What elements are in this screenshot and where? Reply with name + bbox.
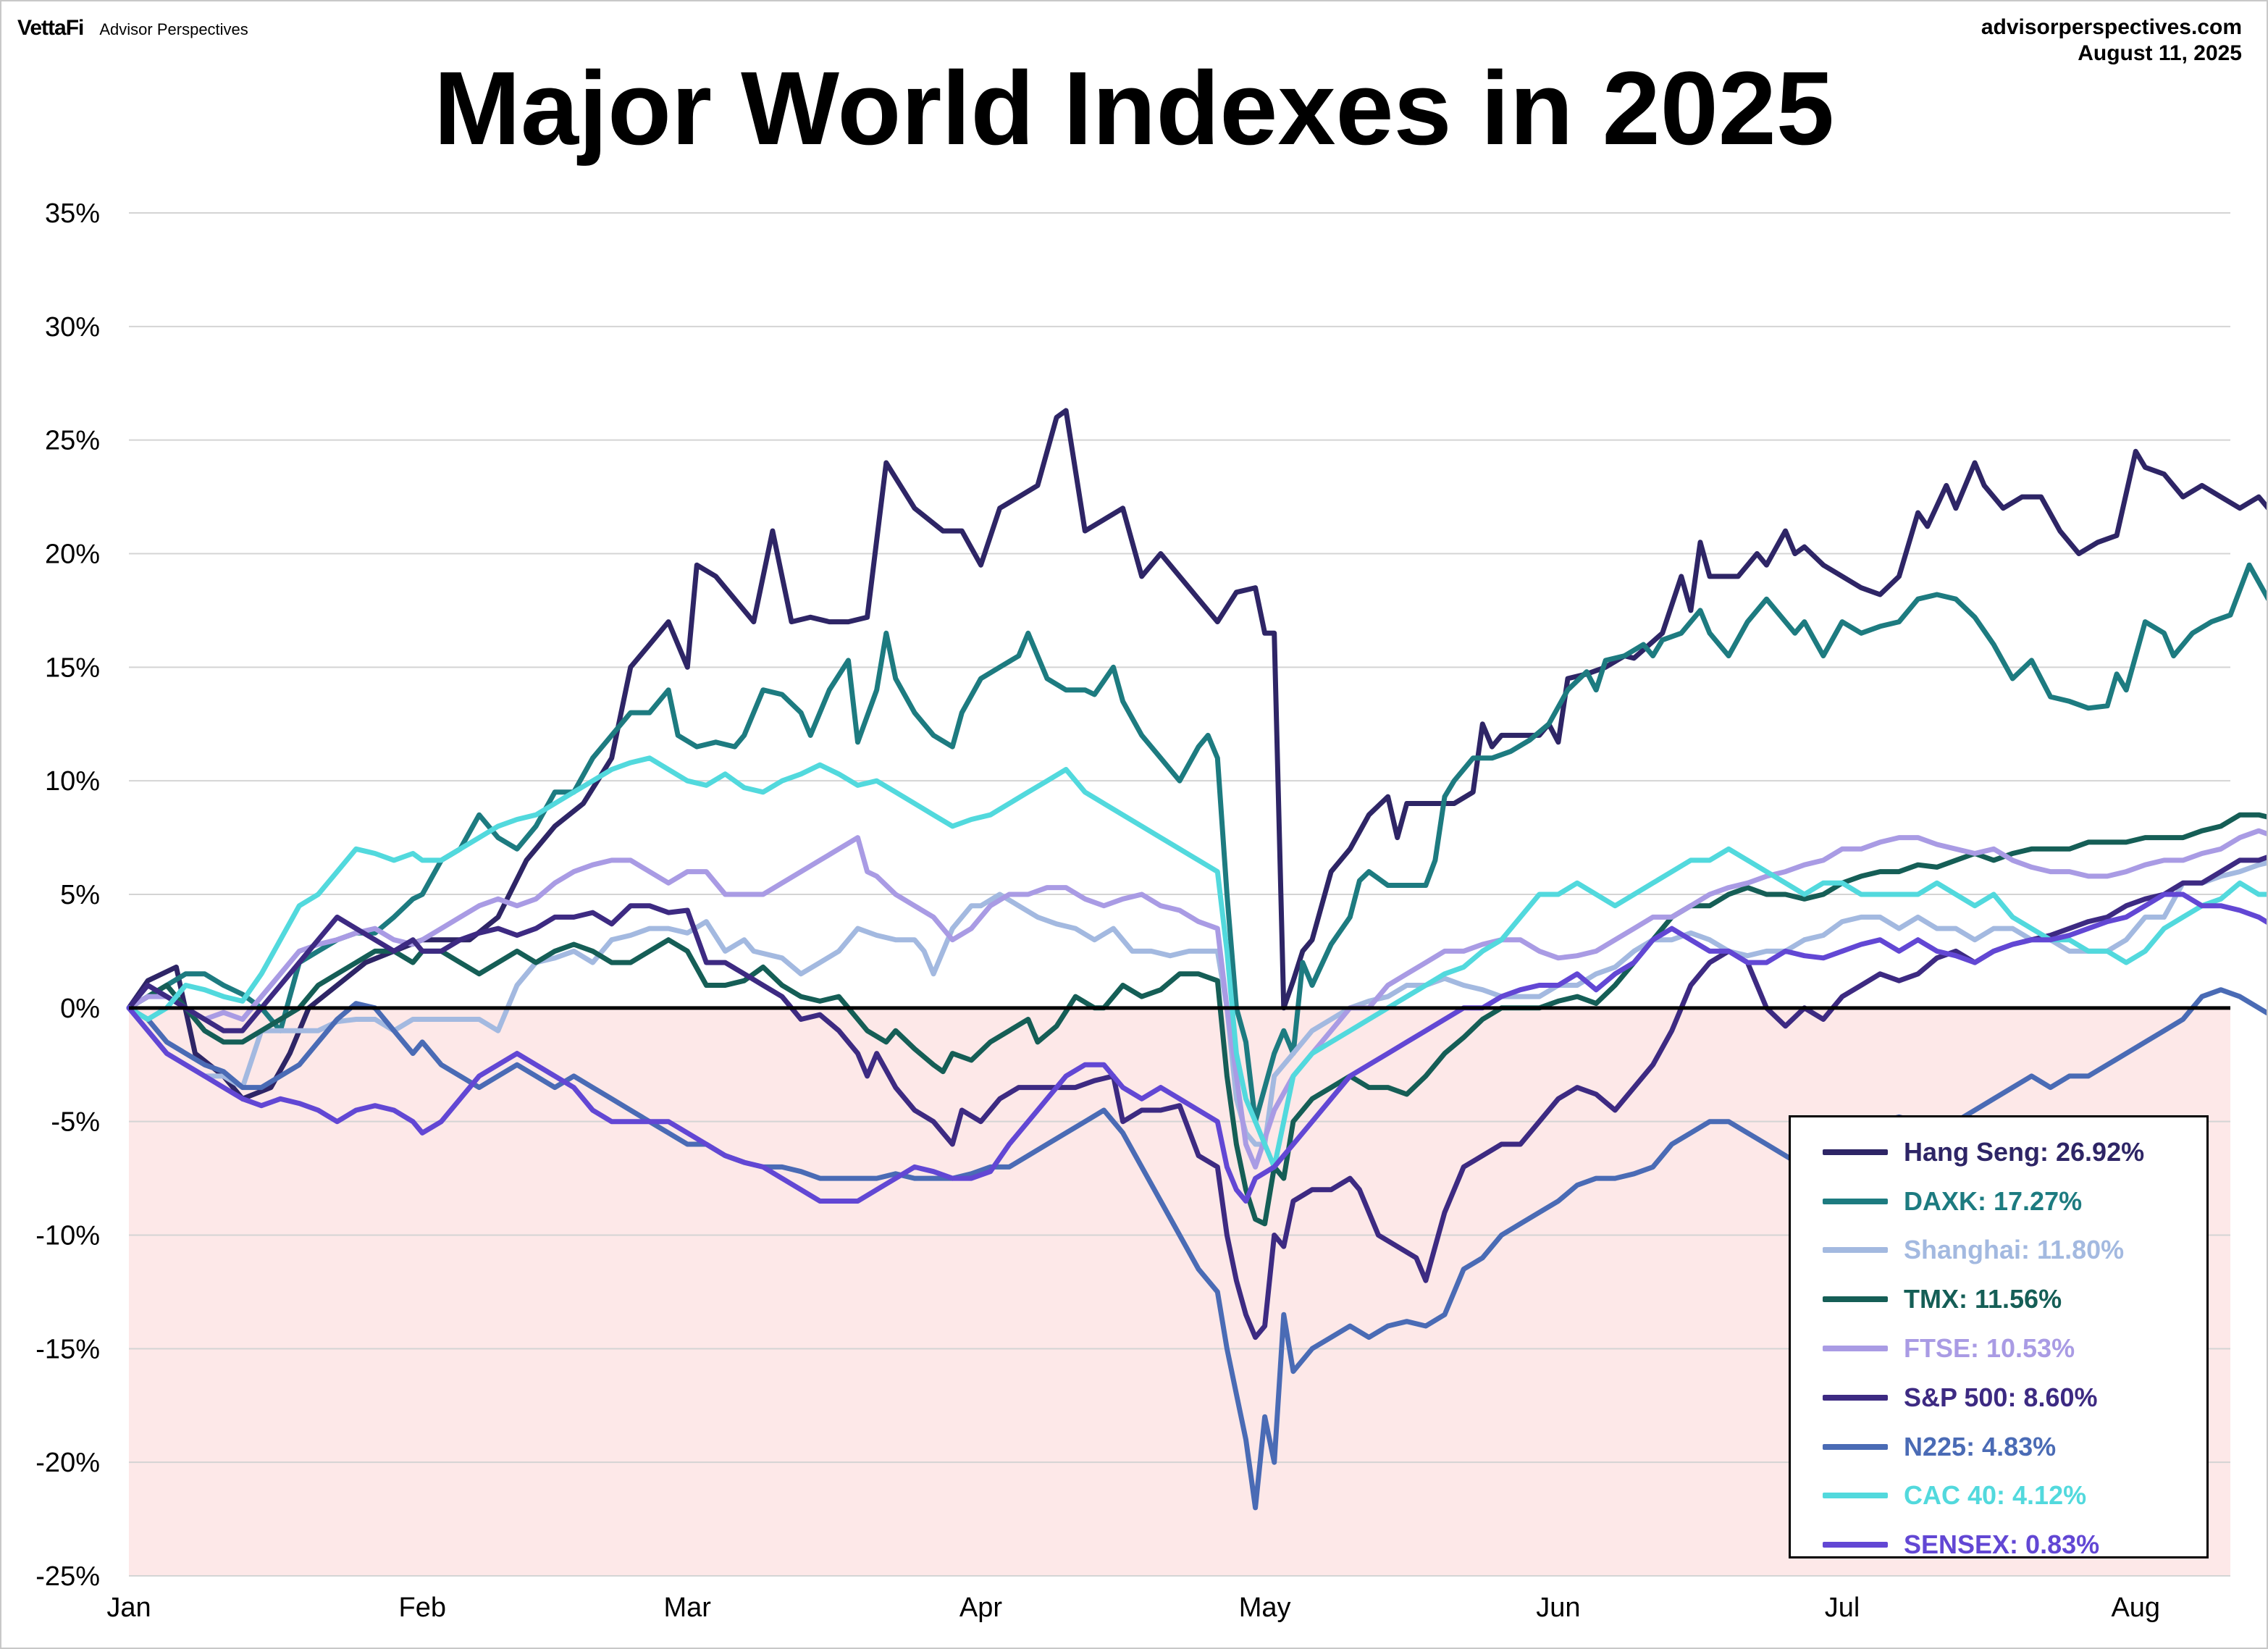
x-tick-label: Jan [106, 1593, 151, 1623]
legend-item: CAC 40: 4.12% [1823, 1472, 2206, 1521]
y-tick-label: 35% [45, 198, 100, 229]
legend-swatch [1823, 1394, 1888, 1401]
legend-label: FTSE: 10.53% [1904, 1333, 2075, 1364]
legend-label: N225: 4.83% [1904, 1431, 2057, 1461]
legend: Hang Seng: 26.92% DAXK: 17.27% Shanghai: 1… [1789, 1115, 2209, 1559]
x-tick-label: May [1239, 1593, 1291, 1623]
brand-name: Advisor Perspectives [99, 20, 248, 38]
y-tick-label: 30% [45, 312, 100, 343]
legend-swatch [1823, 1346, 1888, 1352]
legend-label: Shanghai: 11.80% [1904, 1235, 2125, 1265]
legend-label: S&P 500: 8.60% [1904, 1382, 2098, 1412]
legend-swatch [1823, 1149, 1888, 1155]
y-tick-label: 10% [45, 766, 100, 797]
legend-label: TMX: 11.56% [1904, 1284, 2062, 1314]
series-line-n225 [126, 987, 2268, 1511]
series-line-hang-seng [126, 408, 2268, 1102]
brand: VettaFi Advisor Perspectives [17, 16, 248, 41]
legend-swatch [1823, 1296, 1888, 1303]
legend-swatch [1823, 1443, 1888, 1450]
x-tick-label: Feb [398, 1593, 445, 1623]
legend-item: N225: 4.83% [1823, 1422, 2206, 1472]
legend-item: FTSE: 10.53% [1823, 1324, 2206, 1373]
legend-item: DAXK: 17.27% [1823, 1177, 2206, 1226]
y-tick-label: 0% [60, 994, 100, 1024]
y-tick-label: 5% [60, 880, 100, 910]
chart-title: Major World Indexes in 2025 [434, 50, 1834, 167]
y-tick-label: -20% [35, 1448, 100, 1478]
y-tick-label: 15% [45, 653, 100, 683]
vettafi-logo: VettaFi [17, 16, 84, 40]
y-tick-label: -15% [35, 1334, 100, 1364]
series-line-daxk [126, 562, 2268, 1125]
legend-swatch [1823, 1493, 1888, 1499]
legend-item: TMX: 11.56% [1823, 1275, 2206, 1324]
legend-swatch [1823, 1542, 1888, 1548]
series-line-ftse [126, 828, 2268, 1170]
series-line-sensex [126, 891, 2268, 1204]
legend-item: SENSEX: 0.83% [1823, 1520, 2206, 1569]
y-tick-label: -10% [35, 1221, 100, 1251]
series-line-tmx [126, 812, 2268, 1227]
legend-label: CAC 40: 4.12% [1904, 1480, 2087, 1511]
x-tick-label: Jul [1825, 1593, 1860, 1623]
legend-swatch [1823, 1247, 1888, 1254]
y-tick-label: 25% [45, 426, 100, 456]
y-tick-label: -25% [35, 1561, 100, 1592]
series-line-cac-40 [126, 755, 2268, 1170]
x-tick-label: Apr [959, 1593, 1002, 1623]
legend-label: DAXK: 17.27% [1904, 1186, 2083, 1216]
legend-swatch [1823, 1198, 1888, 1204]
y-tick-label: 20% [45, 540, 100, 570]
legend-label: SENSEX: 0.83% [1904, 1530, 2100, 1560]
legend-item: Shanghai: 11.80% [1823, 1226, 2206, 1275]
x-tick-label: Aug [2111, 1593, 2160, 1623]
legend-item: S&P 500: 8.60% [1823, 1373, 2206, 1422]
legend-label: Hang Seng: 26.92% [1904, 1136, 2145, 1167]
source-date: August 11, 2025 [2078, 41, 2242, 65]
legend-item: Hang Seng: 26.92% [1823, 1128, 2206, 1177]
x-tick-label: Mar [664, 1593, 712, 1623]
source-site: advisorperspectives.com [1981, 15, 2242, 39]
x-tick-label: Jun [1536, 1593, 1580, 1623]
y-tick-label: -5% [51, 1107, 100, 1138]
source-info: advisorperspectives.com August 11, 2025 [1981, 14, 2242, 67]
